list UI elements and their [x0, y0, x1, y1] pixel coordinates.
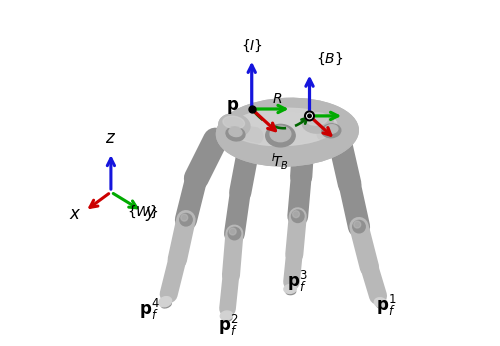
Text: $\mathbf{p}_f^4$: $\mathbf{p}_f^4$ [138, 297, 160, 322]
Ellipse shape [230, 108, 337, 146]
Ellipse shape [374, 298, 388, 308]
Text: $x$: $x$ [68, 205, 81, 223]
Ellipse shape [306, 113, 328, 125]
Text: $\{W\}$: $\{W\}$ [127, 204, 159, 220]
Circle shape [292, 210, 304, 222]
Circle shape [305, 111, 314, 120]
Text: $\mathbf{p}_f^2$: $\mathbf{p}_f^2$ [218, 313, 238, 338]
Text: $z$: $z$ [106, 129, 117, 147]
Circle shape [180, 213, 192, 226]
Text: $\{B\}$: $\{B\}$ [316, 51, 344, 67]
Circle shape [292, 211, 300, 218]
Circle shape [229, 228, 236, 235]
Ellipse shape [219, 114, 250, 137]
Ellipse shape [304, 112, 329, 128]
Text: ${}^{I}\!T_B$: ${}^{I}\!T_B$ [270, 151, 288, 172]
Ellipse shape [376, 302, 386, 309]
Ellipse shape [302, 110, 333, 133]
Ellipse shape [322, 124, 341, 138]
Text: $y$: $y$ [145, 205, 158, 223]
Ellipse shape [219, 114, 250, 137]
Text: $\mathbf{p}_f^1$: $\mathbf{p}_f^1$ [376, 293, 397, 318]
Ellipse shape [230, 108, 337, 146]
Circle shape [354, 221, 360, 228]
Text: $\{I\}$: $\{I\}$ [240, 37, 263, 54]
Ellipse shape [266, 125, 295, 147]
Ellipse shape [242, 112, 320, 128]
Ellipse shape [162, 301, 172, 308]
Text: $R$: $R$ [272, 92, 283, 106]
Ellipse shape [220, 311, 232, 320]
Ellipse shape [223, 116, 244, 129]
Circle shape [308, 114, 311, 118]
Ellipse shape [222, 315, 232, 321]
Ellipse shape [302, 110, 333, 133]
Ellipse shape [159, 297, 172, 307]
Circle shape [181, 214, 188, 221]
Ellipse shape [317, 122, 348, 144]
Ellipse shape [234, 125, 263, 146]
Ellipse shape [222, 115, 246, 131]
Ellipse shape [216, 98, 358, 166]
Text: $\mathbf{p}_f^3$: $\mathbf{p}_f^3$ [288, 268, 308, 293]
Ellipse shape [325, 125, 338, 134]
Ellipse shape [216, 98, 358, 166]
Ellipse shape [286, 289, 296, 295]
Ellipse shape [229, 128, 242, 137]
Ellipse shape [284, 284, 296, 293]
Text: $\mathbf{p}$: $\mathbf{p}$ [226, 98, 239, 116]
Ellipse shape [244, 114, 318, 128]
Circle shape [228, 227, 240, 240]
Ellipse shape [226, 127, 245, 141]
Circle shape [353, 220, 365, 233]
Ellipse shape [270, 126, 291, 142]
